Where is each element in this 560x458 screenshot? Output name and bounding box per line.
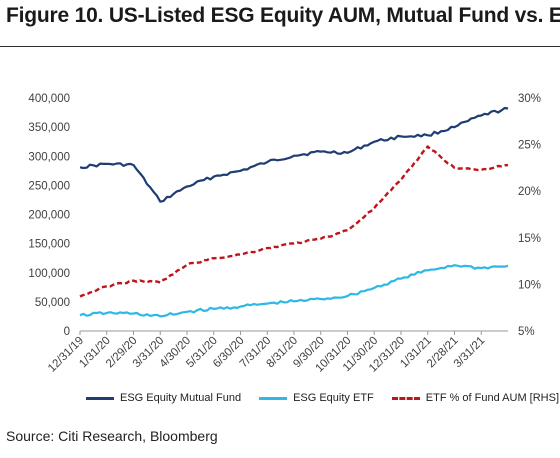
- legend-label-etf: ESG Equity ETF: [293, 392, 374, 404]
- line-chart: 0 50,000 100,000 150,000 200,000 250,000 300,0…: [28, 93, 541, 375]
- series-line-2: [79, 264, 509, 318]
- legend-swatch-mutual-fund: [86, 396, 114, 400]
- y-right-tick-label: 20%: [518, 186, 541, 198]
- y-right-tick-label: 25%: [518, 140, 541, 152]
- axis-layer: [79, 330, 508, 335]
- y-right-tick-label: 10%: [518, 279, 541, 291]
- y-left-tick-label: 0: [64, 326, 70, 338]
- y-left-tick-label: 250,000: [28, 180, 70, 192]
- legend-swatch-etf: [259, 396, 288, 400]
- y-right-tick-label: 5%: [518, 326, 535, 338]
- y-left-tick-label: 350,000: [28, 122, 70, 134]
- tick-label-layer: 0 50,000 100,000 150,000 200,000 250,000 300,0…: [28, 93, 541, 375]
- chart-title: Figure 10. US-Listed ESG Equity AUM, Mut…: [6, 4, 560, 27]
- y-left-tick-label: 50,000: [35, 297, 70, 309]
- y-right-tick-label: 30%: [518, 93, 541, 105]
- x-tick-label: 12/31/19: [46, 335, 86, 375]
- series-line-3: [79, 145, 509, 298]
- legend-item-etf: ESG Equity ETF: [259, 392, 374, 404]
- y-left-tick-label: 150,000: [28, 239, 70, 251]
- legend-label-mutual-fund: ESG Equity Mutual Fund: [120, 392, 242, 404]
- y-left-tick-label: 100,000: [28, 268, 70, 280]
- y-left-tick-label: 200,000: [28, 210, 70, 222]
- y-right-tick-label: 15%: [518, 233, 541, 245]
- title-divider: [0, 46, 560, 47]
- y-left-tick-label: 300,000: [28, 151, 70, 163]
- series-line-1: [79, 106, 509, 203]
- legend-item-mutual-fund: ESG Equity Mutual Fund: [86, 392, 241, 404]
- chart-legend: ESG Equity Mutual Fund ESG Equity ETF ET…: [86, 392, 559, 404]
- y-left-tick-label: 400,000: [28, 93, 70, 105]
- legend-swatch-etf-pct: [391, 396, 420, 400]
- legend-item-etf-pct: ETF % of Fund AUM [RHS]: [391, 392, 560, 404]
- source-note: Source: Citi Research, Bloomberg: [6, 428, 218, 444]
- series-layer: [79, 106, 509, 318]
- legend-label-etf-pct: ETF % of Fund AUM [RHS]: [425, 392, 560, 404]
